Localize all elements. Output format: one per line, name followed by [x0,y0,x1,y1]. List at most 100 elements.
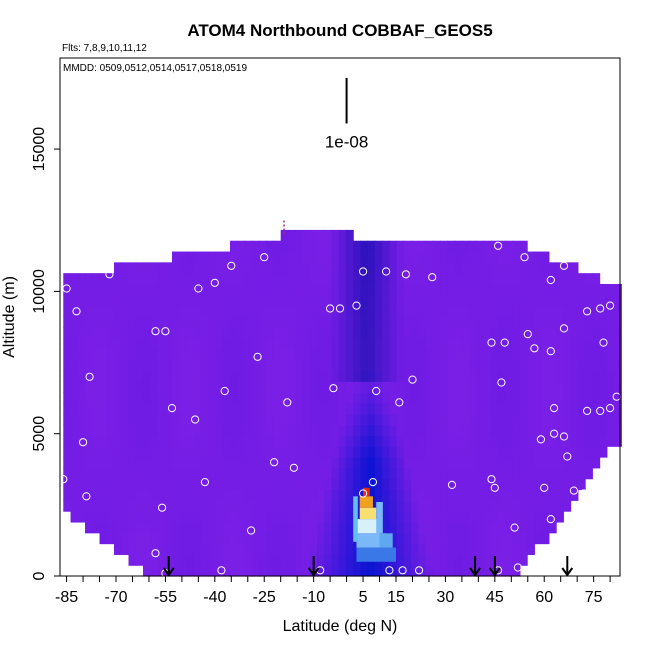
field-cell [215,294,224,307]
x-axis-title: Latitude (deg N) [283,618,398,635]
field-cell [367,457,376,469]
field-cell [77,348,86,361]
field-cell [172,251,180,263]
field-cell [614,305,622,318]
field-cell [316,392,325,404]
field-cell [432,446,441,458]
field-cell [505,262,514,274]
field-cell [606,316,615,328]
field-cell [367,478,376,491]
field-cell [382,413,391,426]
field-cell [490,489,499,501]
field-cell [157,489,166,501]
field-cell [85,489,93,501]
field-cell [70,273,79,285]
field-cell [440,359,448,372]
field-cell [490,521,499,534]
field-cell [331,543,340,555]
field-cell [295,359,304,372]
field-cell [461,283,470,296]
field-cell [77,359,86,372]
field-cell [273,446,282,458]
field-cell [541,262,550,274]
field-cell [592,359,601,372]
field-cell [128,532,137,545]
field-cell [316,489,325,501]
field-cell [548,381,557,393]
field-cell [440,283,448,296]
x-tick-label: -10 [302,589,325,606]
field-cell [143,565,151,577]
field-cell [106,457,115,469]
field-cell [237,316,246,328]
field-cell [121,392,130,404]
field-cell [273,424,282,436]
field-cell [454,392,463,404]
field-cell [77,402,86,415]
field-cell [403,251,412,263]
field-cell [258,240,267,253]
field-cell [179,565,188,577]
field-cell [440,543,448,555]
field-cell [229,273,238,285]
field-cell [403,294,412,307]
field-cell [541,294,550,307]
field-cell [505,305,514,318]
field-cell [92,511,101,523]
field-cell [164,489,173,501]
field-cell [186,532,195,545]
profile-arrow [489,556,501,577]
scale-bar: 1e-08 [325,77,368,151]
plume-cell [356,533,387,548]
field-cell [244,262,253,274]
field-cell [411,327,419,339]
field-cell [179,392,188,404]
field-cell [179,457,188,469]
field-cell [251,543,260,555]
field-cell [505,489,514,501]
field-cell [85,478,93,491]
field-cell [237,478,246,491]
field-cell [454,521,463,534]
field-cell [164,294,173,307]
field-cell [280,521,289,534]
field-cell [302,446,311,458]
field-cell [200,381,209,393]
field-cell [324,370,333,382]
field-cell [592,435,601,447]
field-cell [280,402,289,415]
field-cell [99,446,108,458]
field-cell [548,467,557,480]
field-cell [338,359,347,372]
field-cell [614,381,622,393]
field-cell [128,554,137,566]
field-cell [476,273,485,285]
field-cell [331,521,340,534]
field-cell [345,251,354,263]
field-cell [432,283,441,296]
field-cell [324,251,333,263]
field-cell [237,392,246,404]
field-cell [483,500,492,512]
field-cell [534,511,543,523]
field-cell [258,359,267,372]
field-cell [106,467,115,480]
field-cell [258,251,267,263]
field-cell [200,554,209,566]
field-cell [92,478,101,491]
field-cell [229,500,238,512]
field-cell [99,435,108,447]
field-cell [121,262,130,274]
field-cell [512,467,521,480]
field-cell [222,251,231,263]
field-cell [570,381,579,393]
field-cell [606,424,615,436]
field-cell [331,500,340,512]
field-cell [287,435,296,447]
field-cell [411,489,419,501]
field-cell [556,457,564,469]
profile-arrow [469,556,481,577]
field-cell [324,348,333,361]
field-cell [396,392,405,404]
field-cell [229,478,238,491]
